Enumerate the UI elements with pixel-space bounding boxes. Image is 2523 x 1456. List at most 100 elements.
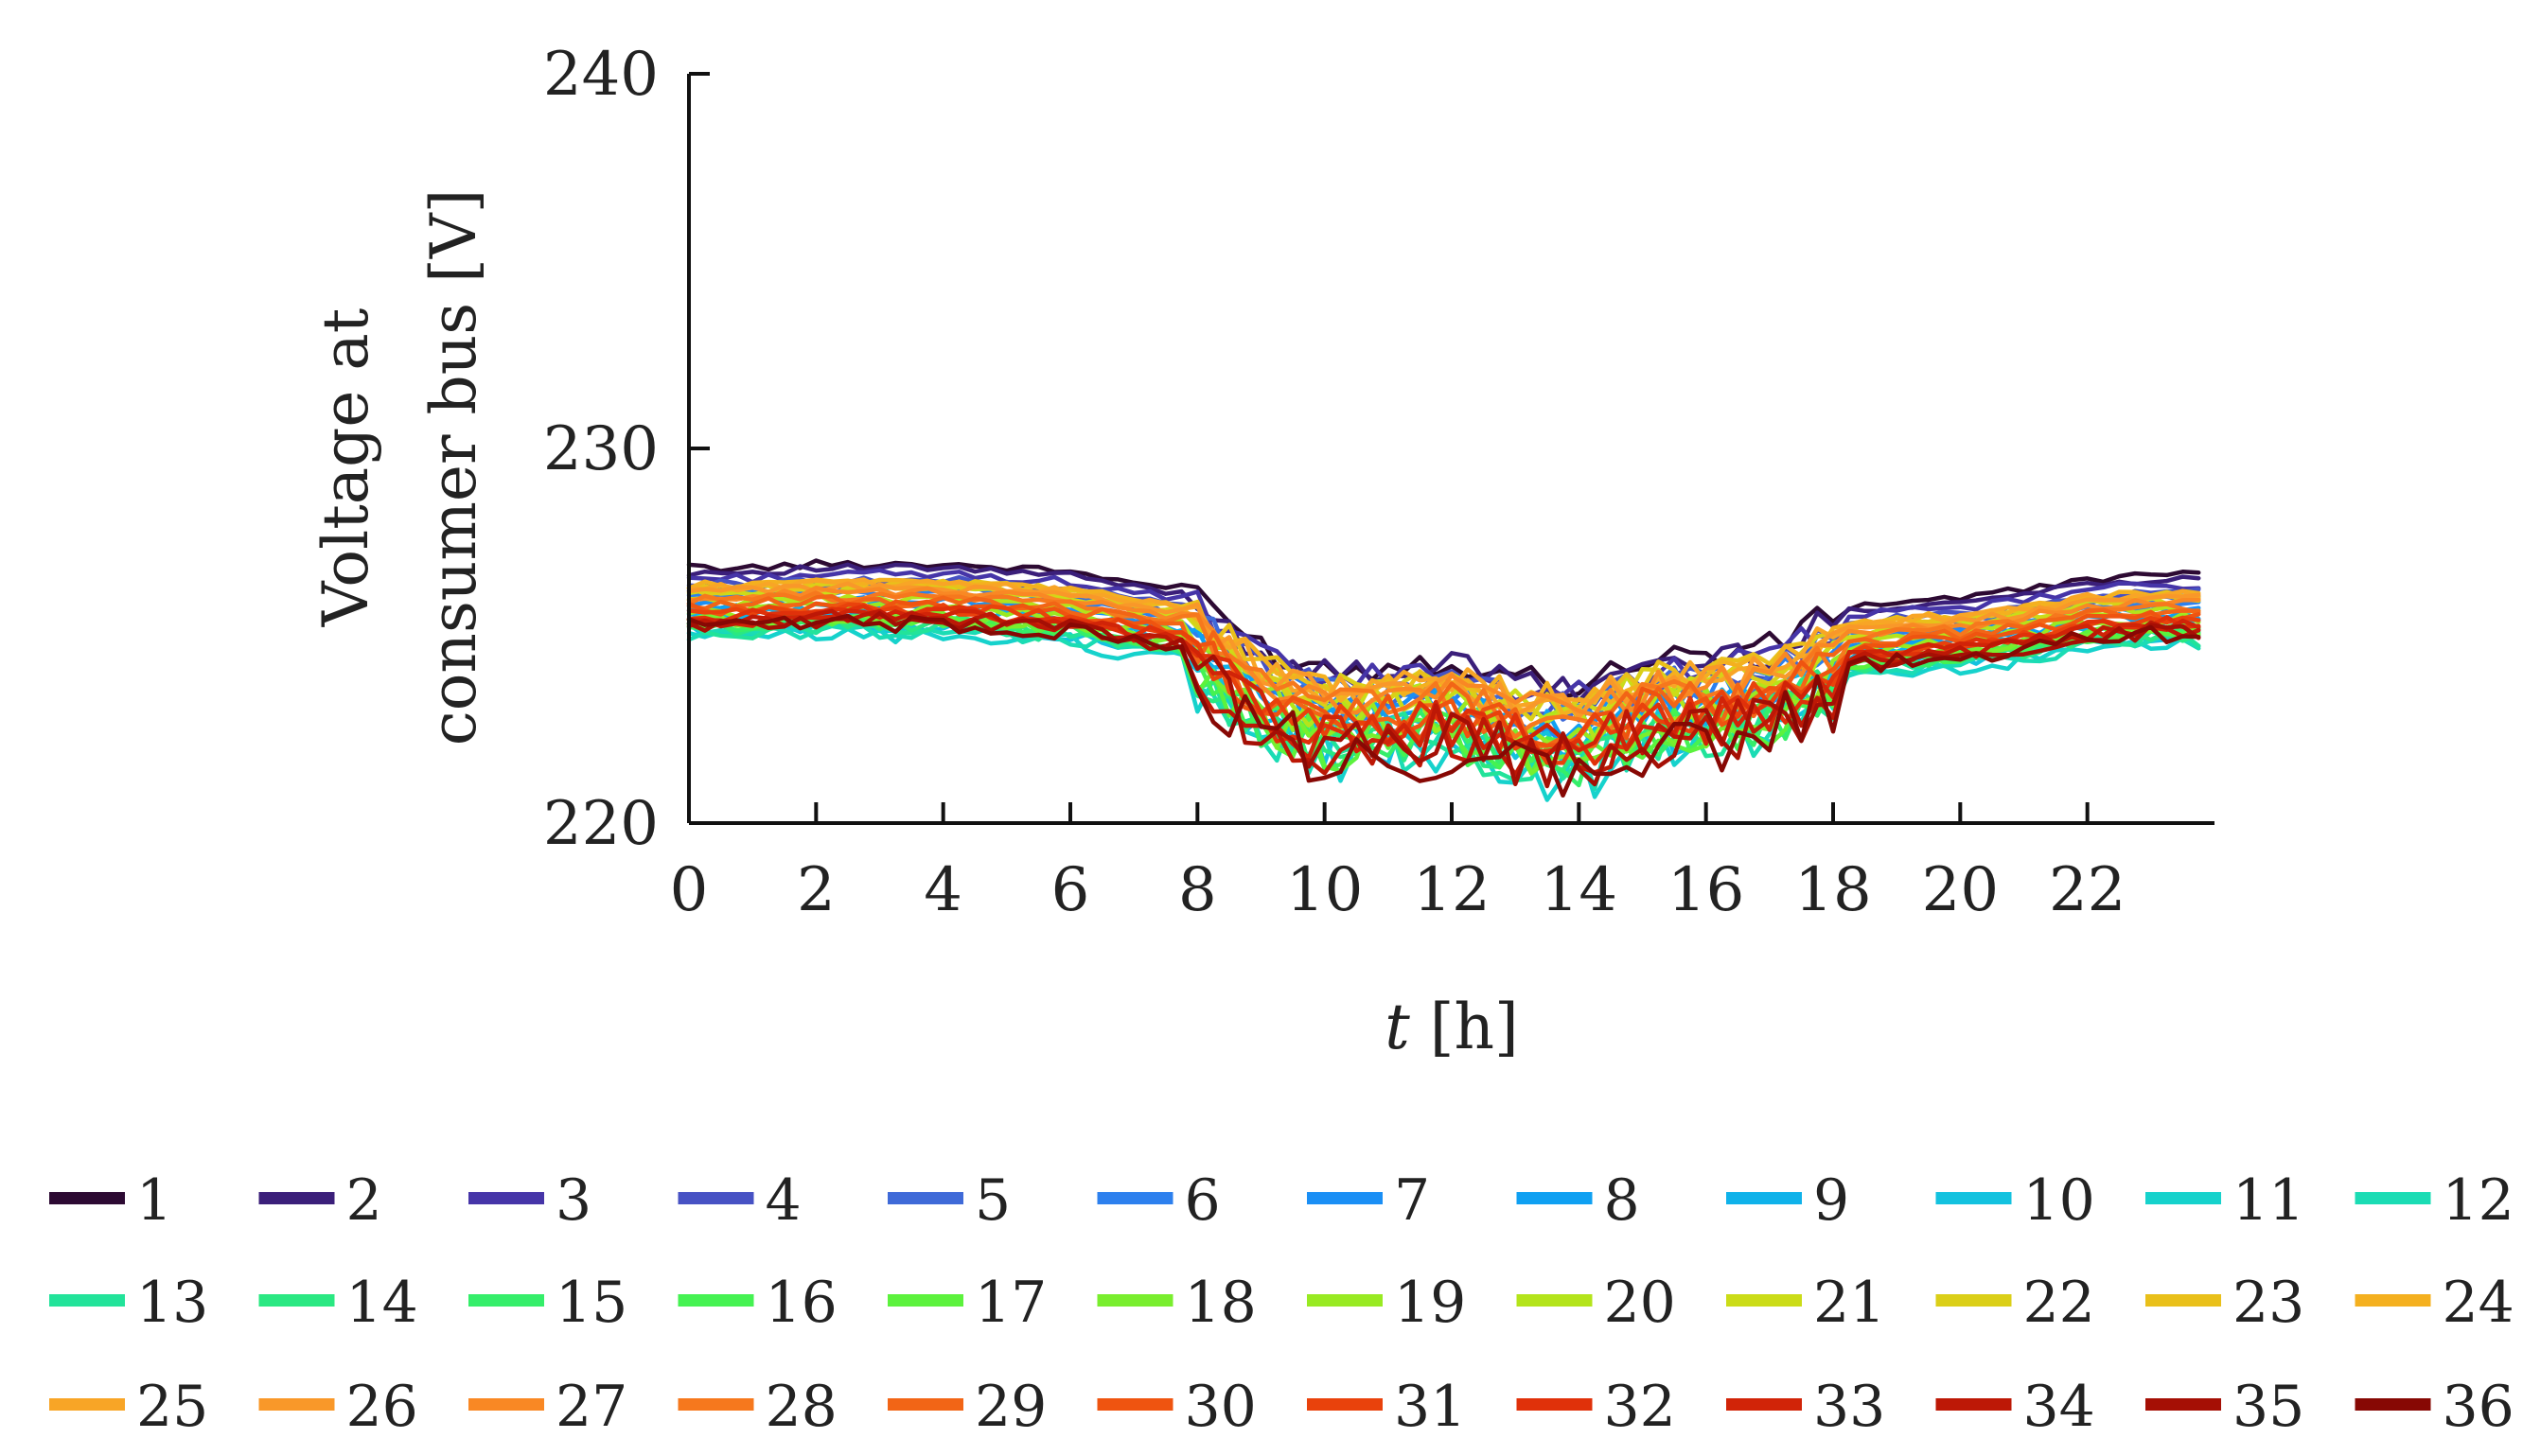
legend-label: 32 [1604, 1374, 1676, 1440]
legend-swatch [888, 1192, 963, 1204]
y-axis-title: Voltage at consumer bus [V] [309, 189, 490, 746]
legend-swatch [49, 1398, 125, 1411]
legend-label: 17 [975, 1270, 1047, 1336]
legend-label: 29 [975, 1374, 1047, 1440]
legend-swatch [1097, 1192, 1173, 1204]
x-tick-label: 4 [924, 855, 962, 925]
legend-swatch [1726, 1192, 1802, 1204]
legend-label: 24 [2443, 1270, 2514, 1336]
y-axis-title-line-2: consumer bus [V] [417, 189, 490, 746]
legend-swatch [678, 1294, 754, 1307]
series-line-36 [686, 613, 2201, 798]
series-line-26 [686, 581, 2201, 719]
series-line-16 [686, 615, 2201, 771]
legend-swatch [2355, 1192, 2431, 1204]
x-tick-label: 18 [1794, 855, 1871, 925]
legend-label: 31 [1394, 1374, 1466, 1440]
legend-swatch [49, 1294, 125, 1307]
legend-swatch [1935, 1398, 2012, 1411]
legend-label: 18 [1185, 1270, 1257, 1336]
legend-swatch [2145, 1398, 2221, 1411]
series-line-1 [686, 558, 2201, 699]
legend-label: 7 [1394, 1167, 1430, 1234]
legend-swatch [258, 1192, 335, 1204]
x-axis-title-unit: [h] [1410, 991, 1519, 1063]
legend-label: 21 [1813, 1270, 1885, 1336]
legend-label: 16 [766, 1270, 838, 1336]
legend-swatch [888, 1398, 963, 1411]
legend-label: 34 [2023, 1374, 2095, 1440]
legend-label: 12 [2443, 1167, 2514, 1234]
legend-swatch [2355, 1294, 2431, 1307]
x-tick-label: 10 [1286, 855, 1363, 925]
legend-swatch [1307, 1192, 1383, 1204]
legend-swatch [258, 1398, 335, 1411]
legend-label: 36 [2443, 1374, 2514, 1440]
y-tick-label: 230 [543, 414, 659, 484]
series-line-29 [686, 593, 2201, 751]
legend-label: 6 [1185, 1167, 1221, 1234]
legend-swatch [1516, 1192, 1593, 1204]
legend-label: 30 [1185, 1374, 1257, 1440]
legend-swatch [1307, 1398, 1383, 1411]
legend-swatch [2145, 1192, 2221, 1204]
ticks-layer: 0 2 4 6 8 10 12 14 16 18 20 22 220 230 240 [543, 40, 2126, 925]
legend-label: 9 [1813, 1167, 1849, 1234]
legend-swatch [1516, 1398, 1593, 1411]
legend-swatch [1935, 1294, 2012, 1307]
x-tick-label: 22 [2049, 855, 2126, 925]
legend-swatch [258, 1294, 335, 1307]
legend-swatch [49, 1192, 125, 1204]
legend-swatch [1097, 1398, 1173, 1411]
legend-swatch [678, 1398, 754, 1411]
legend-swatch [2355, 1398, 2431, 1411]
legend-label: 10 [2023, 1167, 2095, 1234]
x-tick-label: 12 [1413, 855, 1490, 925]
legend-label: 13 [136, 1270, 208, 1336]
legend-label: 5 [975, 1167, 1011, 1234]
y-tick-label: 220 [543, 789, 659, 859]
x-tick-label: 0 [670, 855, 709, 925]
legend-label: 3 [556, 1167, 591, 1234]
x-axis-title: t [h] [1385, 991, 1519, 1063]
legend-label: 20 [1604, 1270, 1676, 1336]
x-tick-label: 6 [1051, 855, 1090, 925]
legend-label: 26 [346, 1374, 418, 1440]
x-tick-label: 20 [1922, 855, 1999, 925]
y-tick-label: 240 [543, 40, 659, 110]
legend-swatch [1935, 1192, 2012, 1204]
legend-label: 27 [556, 1374, 627, 1440]
y-axis-title-line-1: Voltage at [309, 308, 382, 627]
series-layer [686, 558, 2201, 802]
legend-label: 14 [346, 1270, 418, 1336]
legend-label: 19 [1394, 1270, 1466, 1336]
legend-swatch [678, 1192, 754, 1204]
x-tick-label: 8 [1178, 855, 1217, 925]
legend-label: 2 [346, 1167, 382, 1234]
legend-label: 22 [2023, 1270, 2095, 1336]
legend-label: 8 [1604, 1167, 1640, 1234]
legend-swatch [1726, 1294, 1802, 1307]
x-tick-label: 2 [797, 855, 836, 925]
legend-label: 4 [766, 1167, 802, 1234]
legend-label: 1 [136, 1167, 172, 1234]
legend-swatch [888, 1294, 963, 1307]
legend-swatch [1516, 1294, 1593, 1307]
x-axis-title-variable: t [1385, 991, 1410, 1063]
legend-swatch [1726, 1398, 1802, 1411]
legend-label: 23 [2232, 1270, 2304, 1336]
legend-label: 11 [2232, 1167, 2304, 1234]
legend-swatch [468, 1398, 544, 1411]
legend-swatch [1307, 1294, 1383, 1307]
legend-label: 35 [2232, 1374, 2304, 1440]
legend-swatch [468, 1192, 544, 1204]
legend-label: 15 [556, 1270, 627, 1336]
series-line-2 [686, 562, 2201, 704]
legend-swatch [2145, 1294, 2221, 1307]
legend-label: 25 [136, 1374, 208, 1440]
axes-layer [687, 74, 2214, 825]
legend-swatch [1097, 1294, 1173, 1307]
